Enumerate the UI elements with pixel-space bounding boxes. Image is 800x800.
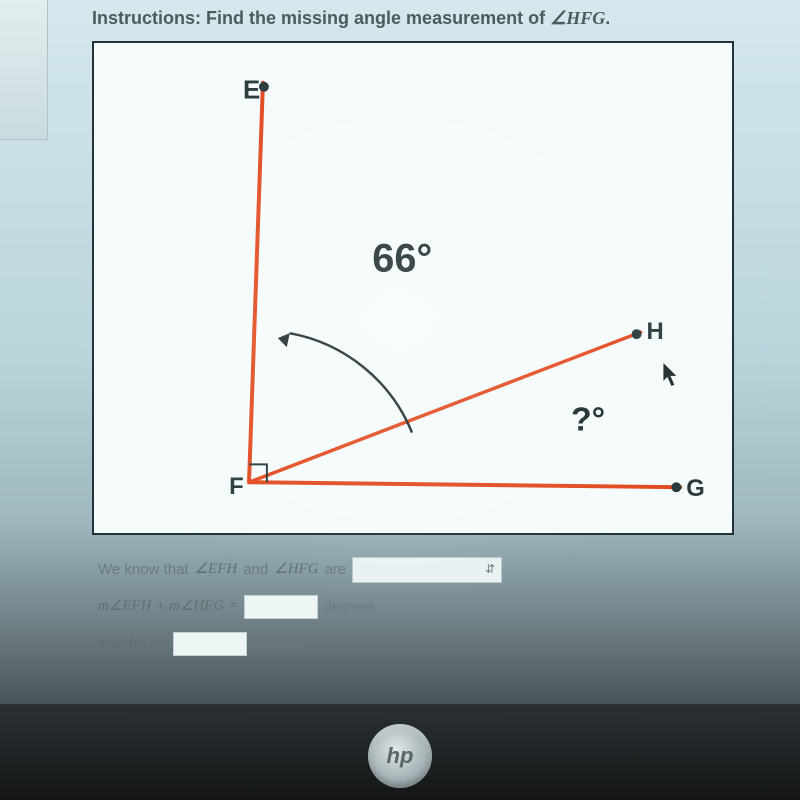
answer-row-3: m∠HFG = degrees bbox=[98, 627, 752, 660]
label-H: H bbox=[647, 318, 664, 345]
answer2-expr: m∠EFH + m∠HFG = bbox=[98, 590, 238, 623]
ray-FE bbox=[249, 83, 263, 482]
relationship-select[interactable]: ⇵ bbox=[352, 557, 502, 583]
answer-row-1: We know that ∠EFH and ∠HFG are ⇵ bbox=[98, 553, 752, 586]
content-area: Instructions: Find the missing angle mea… bbox=[0, 0, 800, 660]
answer1-angle1: ∠EFH bbox=[195, 553, 238, 586]
instructions-angle: ∠HFG bbox=[550, 8, 605, 28]
label-E: E bbox=[243, 77, 260, 105]
geometry-figure: E F G H 66° ?° bbox=[92, 41, 734, 535]
point-H-dot bbox=[632, 329, 642, 339]
select-caret-icon: ⇵ bbox=[485, 556, 495, 582]
answer-row-2: m∠EFH + m∠HFG = degrees bbox=[98, 590, 752, 623]
answer2-unit: degrees bbox=[324, 591, 375, 622]
answer3-expr: m∠HFG = bbox=[98, 627, 167, 660]
instructions-line: Instructions: Find the missing angle mea… bbox=[92, 0, 752, 41]
cursor-icon bbox=[663, 363, 676, 386]
angle-HFG-unknown: ?° bbox=[571, 401, 605, 439]
left-panel-edge bbox=[0, 0, 48, 140]
label-F: F bbox=[229, 473, 244, 500]
instructions-label: Instructions: bbox=[92, 8, 201, 28]
angle-EFH-value: 66° bbox=[372, 237, 432, 281]
hp-logo: hp bbox=[368, 724, 432, 788]
hp-logo-text: hp bbox=[387, 743, 414, 769]
angle-arc bbox=[290, 333, 412, 432]
answer1-and: and bbox=[243, 553, 268, 586]
answer1-are: are bbox=[325, 553, 347, 586]
point-G-dot bbox=[671, 482, 681, 492]
point-E-dot bbox=[259, 82, 269, 92]
answer-block: We know that ∠EFH and ∠HFG are ⇵ m∠EFH +… bbox=[92, 535, 752, 660]
instructions-text: Find the missing angle measurement of bbox=[206, 8, 545, 28]
arc-arrowhead-icon bbox=[278, 333, 290, 347]
answer3-unit: degrees bbox=[253, 628, 304, 659]
hfg-input[interactable] bbox=[173, 632, 247, 656]
label-G: G bbox=[686, 475, 705, 502]
answer1-prefix: We know that bbox=[98, 553, 189, 586]
ray-FG bbox=[249, 482, 680, 487]
sum-input[interactable] bbox=[244, 595, 318, 619]
answer1-angle2: ∠HFG bbox=[274, 553, 318, 586]
figure-svg: E F G H 66° ?° bbox=[94, 43, 732, 534]
